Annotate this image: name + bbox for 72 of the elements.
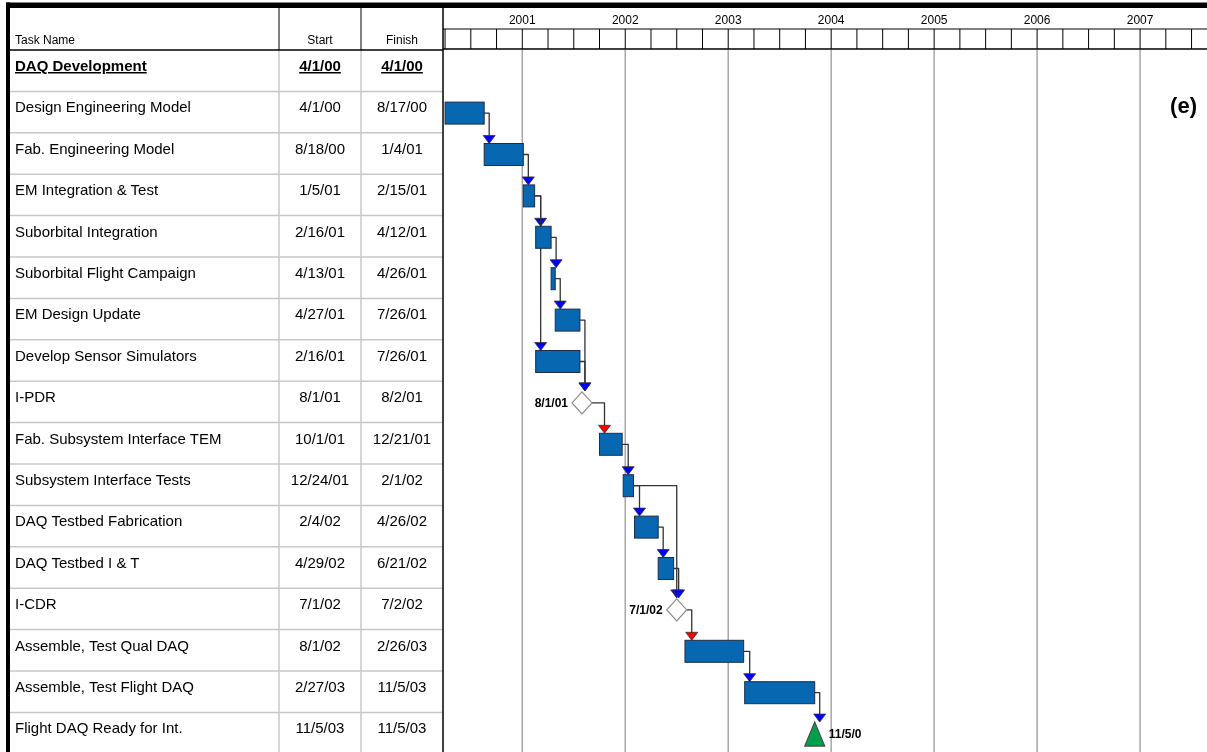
text: 2/4/02 bbox=[299, 512, 341, 530]
y-tick-label: Assemble, Test Flight DAQ bbox=[15, 678, 194, 695]
x-tick-label: Finish bbox=[385, 33, 419, 47]
y-tick-label: Flight DAQ Ready for Int. bbox=[15, 719, 183, 737]
text: 7/2/02 bbox=[381, 595, 423, 613]
y-tick-label: Develop Sensor Simulators bbox=[15, 346, 197, 364]
y-tick-label: DAQ Development bbox=[15, 57, 147, 74]
bar bbox=[483, 143, 524, 166]
y-tick-label: Assemble, Test Qual DAQ bbox=[15, 636, 189, 654]
y-tick-label: Fab. Engineering Model bbox=[15, 139, 175, 157]
text: 11/5/03 bbox=[377, 719, 427, 737]
data-label: 11/5/0 bbox=[828, 727, 862, 742]
x-tick-label: 2005 bbox=[920, 13, 948, 27]
y-tick-label: Design Engineering Model bbox=[15, 98, 191, 116]
text: 7/26/01 bbox=[376, 346, 428, 364]
annotation: (e) bbox=[1170, 93, 1197, 118]
text: 7/1/02 bbox=[299, 595, 341, 613]
text: 12/21/01 bbox=[372, 429, 432, 447]
x-tick-label: 2001 bbox=[508, 13, 536, 27]
bar bbox=[444, 101, 485, 125]
text: 4/26/02 bbox=[376, 512, 428, 530]
text: 8/17/00 bbox=[376, 98, 428, 116]
y-tick-label: DAQ Testbed I & T bbox=[15, 553, 140, 571]
text: 4/26/01 bbox=[376, 264, 428, 281]
text: 8/18/00 bbox=[294, 139, 346, 157]
text: 4/1/00 bbox=[381, 57, 423, 74]
text: 2/15/01 bbox=[376, 181, 428, 199]
text: 1/4/01 bbox=[381, 139, 423, 157]
text: 8/1/02 bbox=[299, 636, 341, 654]
text: 1/5/01 bbox=[299, 181, 341, 199]
text: 4/1/00 bbox=[299, 57, 341, 74]
y-tick-label: EM Integration & Test bbox=[15, 181, 159, 199]
data-label: 7/1/02 bbox=[629, 602, 664, 617]
y-tick-label: EM Design Update bbox=[15, 305, 141, 323]
x-tick-label: 2006 bbox=[1023, 13, 1051, 27]
x-tick-label: 2002 bbox=[611, 13, 639, 27]
text: 8/1/01 bbox=[299, 388, 341, 406]
y-tick-label: DAQ Testbed Fabrication bbox=[15, 512, 183, 530]
text: 8/2/01 bbox=[381, 388, 423, 406]
x-tick-label: 2007 bbox=[1126, 13, 1154, 27]
text: 7/26/01 bbox=[376, 305, 428, 323]
text: 4/12/01 bbox=[376, 222, 428, 240]
x-tick-label: 2004 bbox=[817, 13, 845, 27]
y-tick-label: Subsystem Interface Tests bbox=[15, 471, 191, 488]
text: 4/1/00 bbox=[299, 98, 341, 116]
text: 2/27/03 bbox=[294, 678, 346, 695]
text: 2/1/02 bbox=[381, 471, 423, 488]
y-tick-label: Suborbital Flight Campaign bbox=[15, 264, 196, 281]
text: 11/5/03 bbox=[295, 719, 345, 737]
y-axis-title: Task Name bbox=[15, 33, 76, 47]
x-tick-label: Start bbox=[307, 33, 334, 47]
y-tick-label: Fab. Subsystem Interface TEM bbox=[15, 429, 222, 447]
text: 12/24/01 bbox=[290, 471, 350, 488]
text: 6/21/02 bbox=[376, 553, 428, 571]
data-label: 8/1/01 bbox=[534, 395, 569, 410]
text: 4/29/02 bbox=[294, 553, 346, 571]
text: 4/27/01 bbox=[294, 305, 346, 323]
text: 11/5/03 bbox=[377, 678, 427, 695]
bar bbox=[634, 515, 659, 539]
bar bbox=[744, 681, 816, 705]
text: 2/16/01 bbox=[294, 222, 346, 240]
y-tick-label: Suborbital Integration bbox=[15, 222, 158, 240]
text: 2/26/03 bbox=[376, 636, 428, 654]
bar bbox=[554, 308, 581, 332]
y-tick-label: I-CDR bbox=[15, 595, 57, 613]
text: 10/1/01 bbox=[294, 429, 346, 447]
y-tick-label: I-PDR bbox=[15, 388, 56, 406]
bar bbox=[684, 639, 745, 663]
bar bbox=[535, 350, 581, 373]
text: 2/16/01 bbox=[294, 346, 346, 364]
x-tick-label: 2003 bbox=[714, 13, 742, 27]
text: 4/13/01 bbox=[294, 264, 346, 281]
